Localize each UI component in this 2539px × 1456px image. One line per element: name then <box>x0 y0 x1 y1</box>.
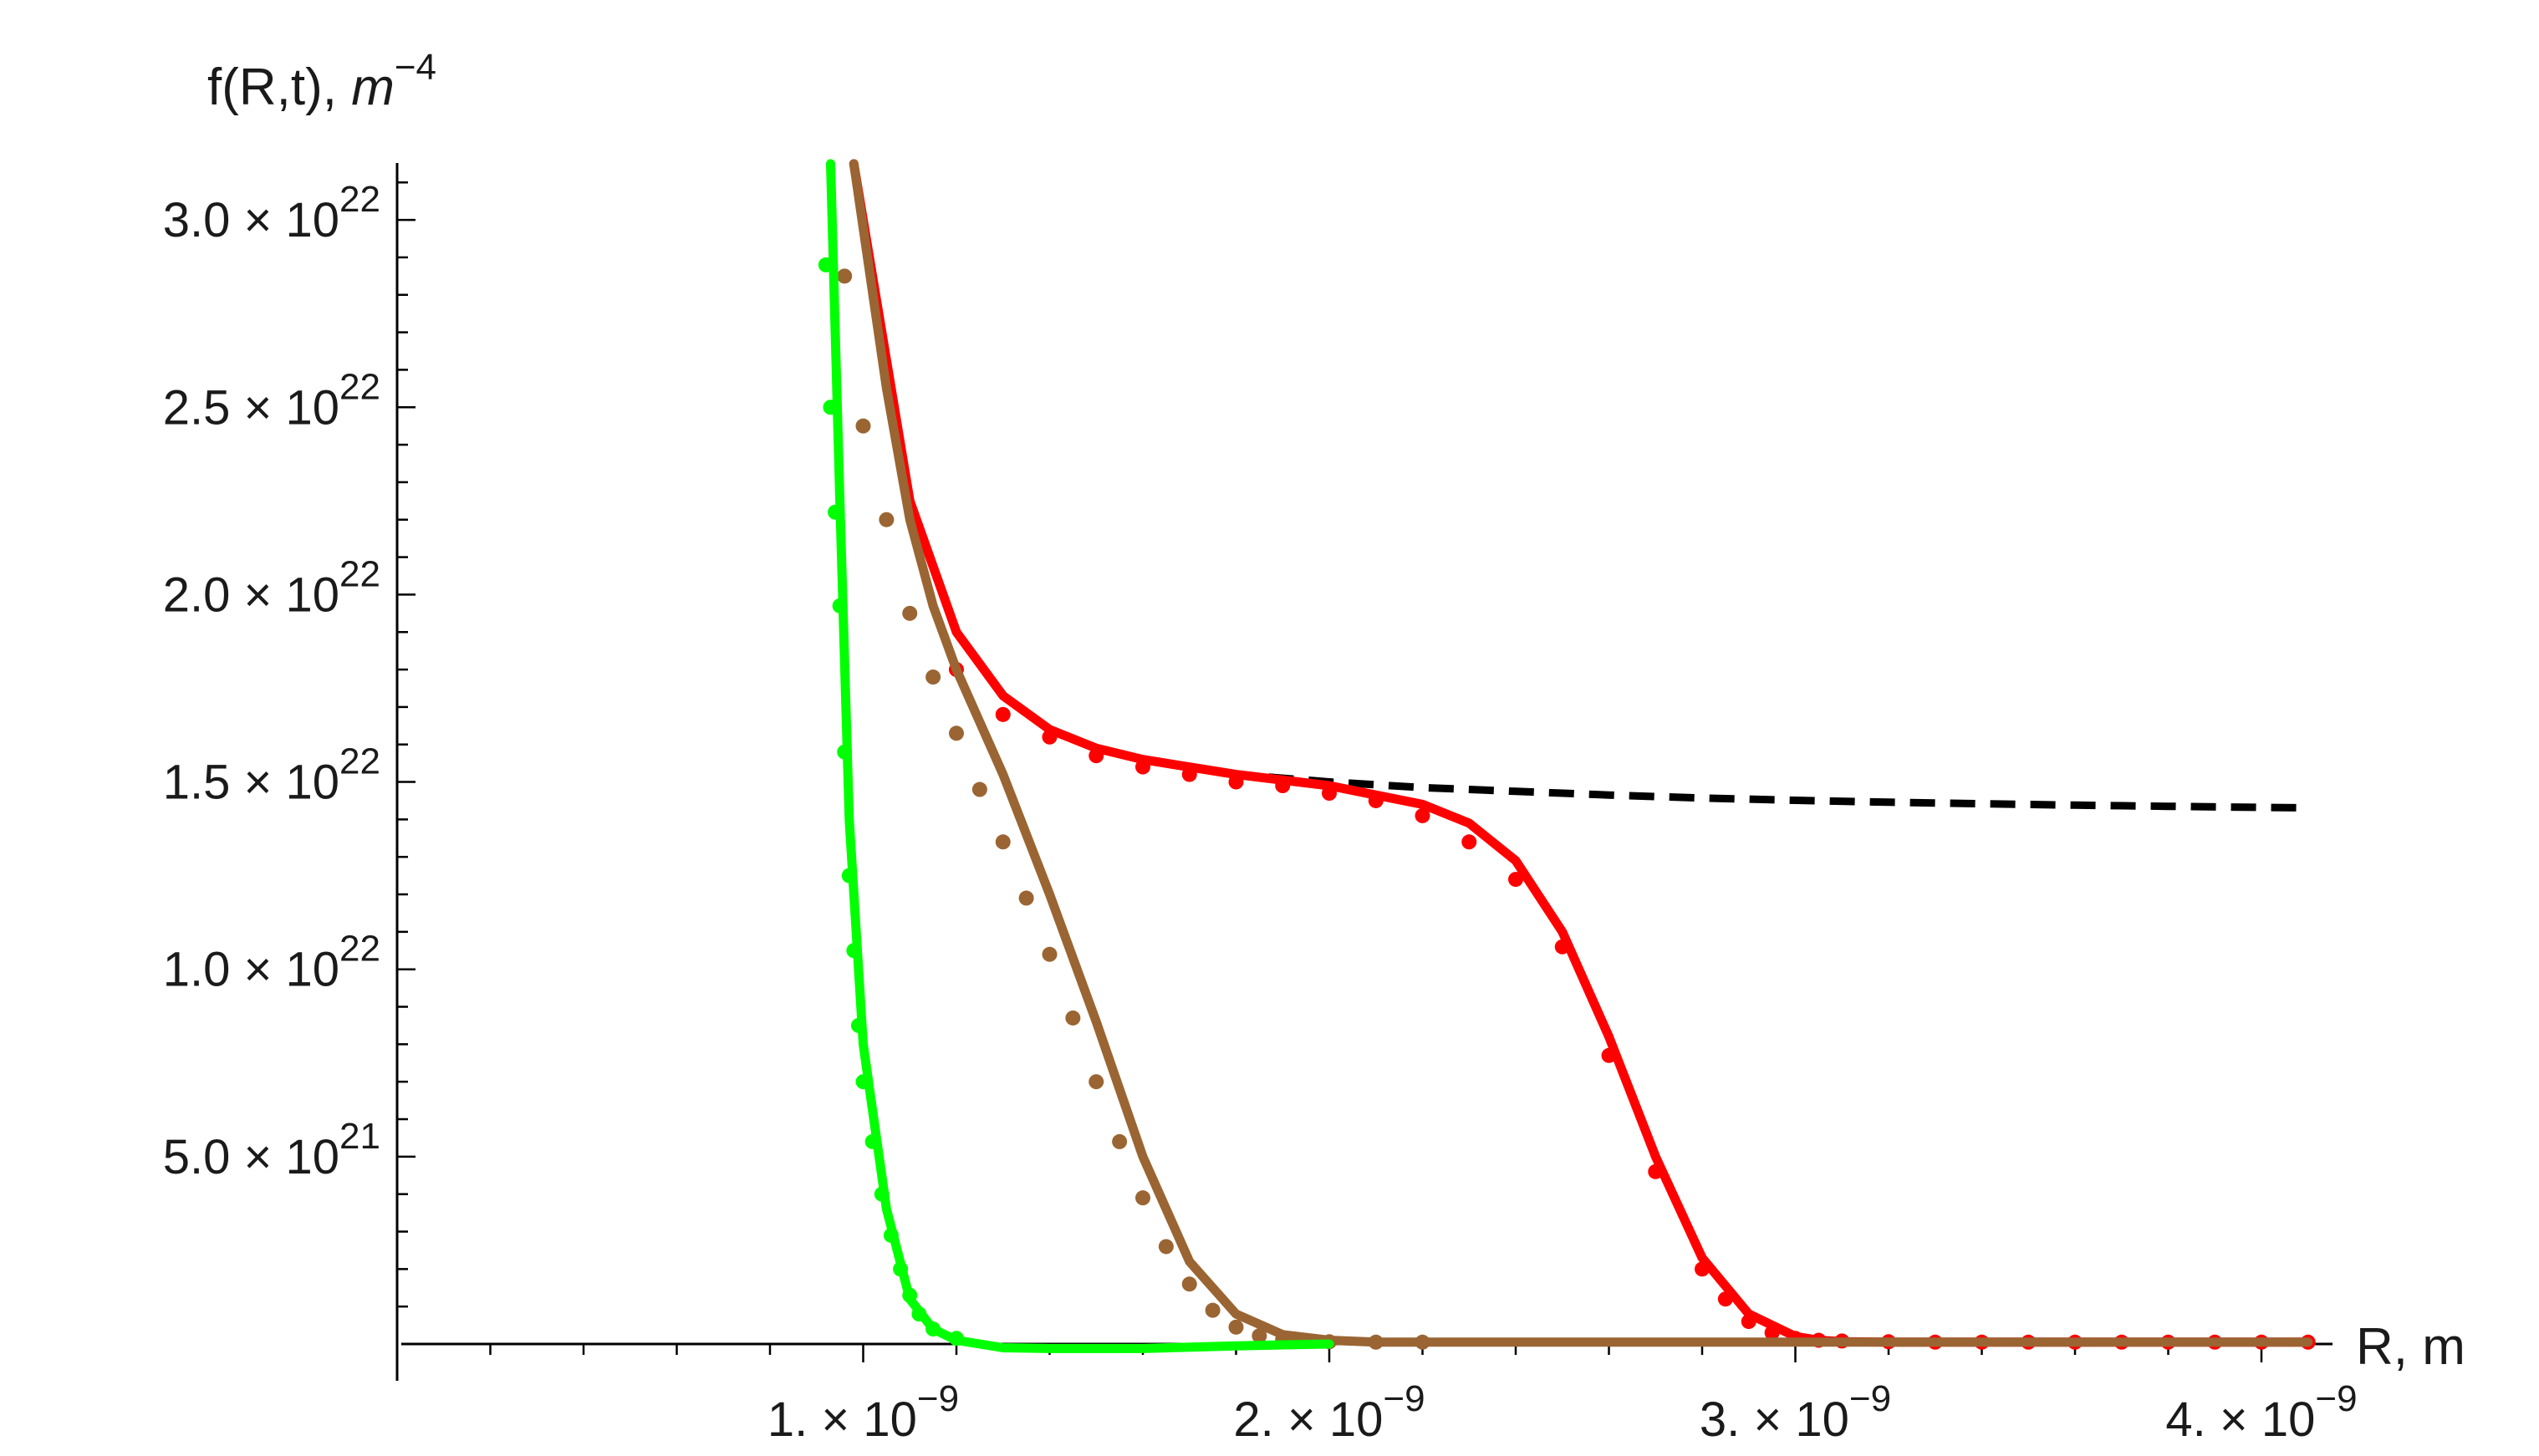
data-point <box>1205 1302 1221 1318</box>
data-point <box>1461 834 1477 850</box>
data-point <box>995 834 1011 850</box>
y-tick-exponent: 22 <box>339 179 380 220</box>
y-axis-title: f(R,t), m−4 <box>207 47 436 116</box>
y-tick-label: 3.0 × 1022 <box>163 179 380 247</box>
data-point <box>949 725 964 741</box>
data-point <box>925 669 941 685</box>
x-tick-exponent: −9 <box>1849 1378 1891 1419</box>
y-axis-title-unit: m <box>351 59 395 116</box>
axes-frame <box>395 163 2333 1381</box>
y-tick-mantissa: 1.5 <box>163 756 231 810</box>
data-point <box>1228 1319 1244 1335</box>
x-tick-mantissa: 3. <box>1700 1392 1740 1447</box>
data-point <box>855 418 871 434</box>
data-point <box>1089 1074 1104 1090</box>
data-point <box>1158 1239 1174 1255</box>
x-tick-label: 1. × 10−9 <box>767 1378 959 1447</box>
series-1-line <box>849 159 2313 1347</box>
data-point <box>1065 1010 1081 1026</box>
y-tick-times: × 10 <box>230 1130 339 1184</box>
series-0-line <box>849 163 2308 812</box>
y-axis-title-exponent: −4 <box>395 47 436 88</box>
x-tick-mantissa: 2. <box>1233 1392 1273 1447</box>
data-point <box>971 781 987 797</box>
y-tick-exponent: 22 <box>339 741 380 782</box>
x-ticks: 1. × 10−9 2. × 10−9 3. × 10−9 4. × 10−9 <box>489 1344 2358 1447</box>
y-tick-mantissa: 2.5 <box>163 380 231 435</box>
data-point <box>1415 807 1430 823</box>
data-point <box>1252 1328 1267 1344</box>
data-point <box>1042 946 1058 962</box>
x-tick-mantissa: 1. <box>767 1392 808 1447</box>
y-tick-exponent: 22 <box>339 929 380 970</box>
y-tick-mantissa: 5.0 <box>163 1130 231 1184</box>
y-tick-label: 1.0 × 1022 <box>163 929 380 997</box>
data-point <box>879 512 895 527</box>
data-point <box>1135 1190 1150 1206</box>
y-tick-times: × 10 <box>230 943 339 997</box>
y-tick-exponent: 22 <box>339 553 380 594</box>
data-point <box>1181 1276 1197 1292</box>
x-tick-label: 3. × 10−9 <box>1700 1378 1891 1447</box>
y-tick-times: × 10 <box>230 756 339 810</box>
x-tick-label: 2. × 10−9 <box>1233 1378 1425 1447</box>
y-tick-label: 5.0 × 1021 <box>163 1116 380 1184</box>
y-tick-mantissa: 1.0 <box>163 943 231 997</box>
y-tick-exponent: 21 <box>339 1116 380 1157</box>
data-point <box>1018 890 1034 906</box>
x-tick-times: × 10 <box>2206 1392 2316 1447</box>
x-axis-title: R, m <box>2356 1318 2465 1376</box>
y-tick-mantissa: 3.0 <box>163 193 231 247</box>
x-tick-exponent: −9 <box>2315 1378 2357 1419</box>
series-layer <box>818 159 2316 1353</box>
x-tick-times: × 10 <box>1274 1392 1384 1447</box>
data-point <box>1508 872 1523 888</box>
series-3-line <box>849 159 2313 1347</box>
data-point <box>837 268 853 284</box>
y-tick-times: × 10 <box>230 380 339 435</box>
y-tick-label: 1.5 × 1022 <box>163 741 380 810</box>
data-point <box>902 605 918 621</box>
y-tick-mantissa: 2.0 <box>163 568 231 622</box>
y-tick-times: × 10 <box>230 568 339 622</box>
data-point <box>1112 1133 1128 1149</box>
y-tick-label: 2.5 × 1022 <box>163 366 380 435</box>
y-tick-times: × 10 <box>230 193 339 247</box>
data-point <box>995 706 1011 722</box>
y-axis-title-main: f(R,t), <box>207 59 351 116</box>
x-tick-exponent: −9 <box>1383 1378 1425 1419</box>
x-tick-times: × 10 <box>808 1392 917 1447</box>
x-tick-exponent: −9 <box>917 1378 959 1419</box>
series-5-line <box>826 159 1334 1353</box>
x-tick-mantissa: 4. <box>2165 1392 2205 1447</box>
y-tick-label: 2.0 × 1022 <box>163 553 380 622</box>
x-tick-label: 4. × 10−9 <box>2165 1378 2357 1447</box>
series-4-dots <box>837 268 1430 1350</box>
y-tick-exponent: 22 <box>339 366 380 407</box>
x-tick-times: × 10 <box>1740 1392 1849 1447</box>
